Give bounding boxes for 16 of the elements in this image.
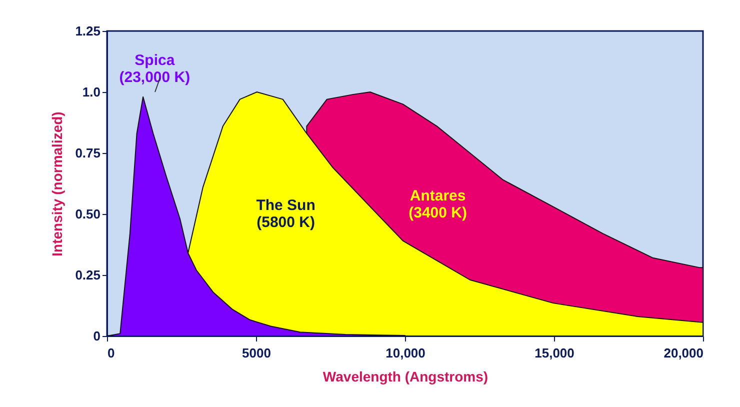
x-tick-label: 15,000 [534,346,574,360]
x-tick-label: 10,000 [386,346,426,360]
series-label: Antares (3400 K) [408,188,467,222]
x-tick-label: 5000 [242,346,271,360]
x-tick-label: 0 [108,346,115,360]
y-tick-label: 0 [93,328,100,344]
series-label: The Sun (5800 K) [256,196,316,231]
y-tick-label: 0.25 [75,268,100,282]
y-tick-label: 1.0 [82,84,100,100]
y-tick-label: 1.25 [75,24,100,38]
x-tick-label: 20,000 [664,346,704,360]
y-axis-title: Intensity (normalized) [49,112,66,256]
y-tick-label: 0.50 [75,206,100,222]
y-tick-label: 0.75 [75,146,100,160]
x-axis-title: Wavelength (Angstroms) [322,368,488,384]
series-label: Spica (23,000 K) [119,52,190,86]
